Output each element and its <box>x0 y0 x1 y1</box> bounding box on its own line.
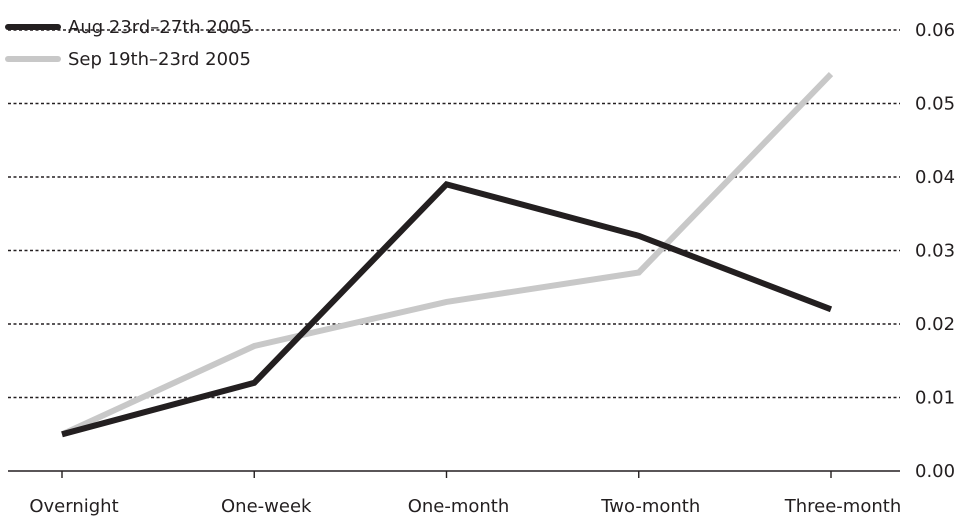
y-tick-label: 0.01 <box>915 388 955 409</box>
y-tick-label: 0.02 <box>915 314 955 335</box>
series-line-1 <box>61 180 833 438</box>
x-tick-label: One-month <box>408 496 510 517</box>
grid-lines <box>8 29 900 399</box>
x-tick-label: One-week <box>221 496 312 517</box>
x-tick-label: Three-month <box>784 496 901 517</box>
y-tick-label: 0.03 <box>915 241 955 262</box>
y-tick-label: 0.00 <box>915 461 955 482</box>
legend-label-2: Sep 19th–23rd 2005 <box>68 49 251 70</box>
y-tick-label: 0.05 <box>915 94 955 115</box>
series-line-2 <box>60 72 834 438</box>
legend-label-1: Aug 23rd–27th 2005 <box>68 17 252 38</box>
y-tick-labels: 0.00 0.01 0.02 0.03 0.04 0.05 0.06 <box>915 20 955 482</box>
legend: Aug 23rd–27th 2005 Sep 19th–23rd 2005 <box>5 17 252 70</box>
x-tick-label: Overnight <box>29 496 118 517</box>
x-axis <box>8 470 900 478</box>
y-tick-label: 0.04 <box>915 167 955 188</box>
series-lines <box>60 72 834 438</box>
x-tick-labels: Overnight One-week One-month Two-month Three… <box>29 496 901 517</box>
y-tick-label: 0.06 <box>915 20 955 41</box>
x-tick-label: Two-month <box>600 496 700 517</box>
